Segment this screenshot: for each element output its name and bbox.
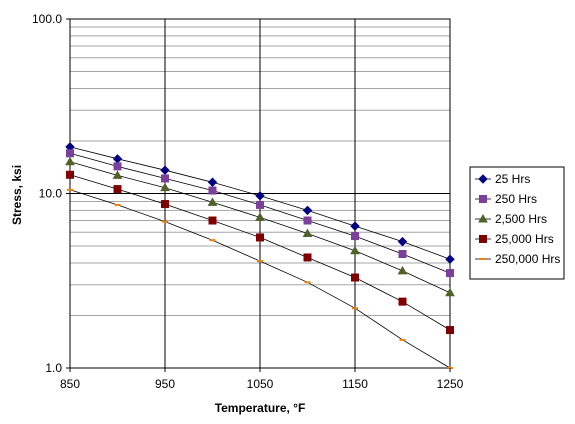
data-point <box>397 265 408 275</box>
data-point <box>160 182 170 192</box>
data-point <box>398 250 407 259</box>
series-layer <box>65 142 455 369</box>
x-tick-label: 950 <box>155 377 175 391</box>
data-point <box>112 154 123 164</box>
data-point <box>161 174 169 183</box>
data-point <box>162 220 168 223</box>
data-point <box>114 203 121 206</box>
x-tick-label: 1050 <box>247 377 274 391</box>
data-point <box>161 200 169 209</box>
data-point <box>303 253 312 262</box>
data-point <box>112 170 123 179</box>
data-point <box>113 162 122 171</box>
x-axis-title: Temperature, °F <box>215 401 306 415</box>
data-point <box>302 228 313 237</box>
x-tick-label: 850 <box>60 377 80 391</box>
data-point <box>67 188 73 191</box>
data-point <box>302 205 313 216</box>
legend-item: 25,000 Hrs <box>475 232 554 246</box>
data-point <box>256 233 264 242</box>
data-point <box>208 216 217 225</box>
data-point <box>350 245 360 255</box>
data-point <box>207 197 218 206</box>
legend-box <box>469 166 565 280</box>
data-point <box>207 177 218 187</box>
data-point <box>113 185 122 194</box>
y-tick-label: 10.0 <box>39 187 63 201</box>
legend-label: 25 Hrs <box>495 172 530 186</box>
data-point <box>303 216 312 225</box>
data-point <box>255 212 265 221</box>
y-axis: 1.0 10.0 100.0 <box>32 12 70 375</box>
legend: 25 Hrs 250 Hrs 2,500 Hrs 25,000 Hrs 250,000 … <box>469 166 565 280</box>
data-point <box>445 287 455 297</box>
legend-item: 25 Hrs <box>475 172 530 186</box>
data-point <box>478 213 488 223</box>
data-point <box>480 258 486 260</box>
legend-label: 250 Hrs <box>495 192 537 206</box>
data-point <box>66 170 74 179</box>
legend-item: 250,000 Hrs <box>475 252 560 266</box>
legend-label: 250,000 Hrs <box>495 252 560 266</box>
data-point <box>257 260 263 263</box>
series-2 <box>66 149 454 278</box>
x-axis: 850 950 1050 1150 1250 <box>60 368 464 391</box>
data-point <box>397 236 408 247</box>
y-tick-label: 1.0 <box>45 361 62 375</box>
data-point <box>446 326 454 335</box>
legend-label: 2,500 Hrs <box>495 212 547 226</box>
data-point <box>479 235 487 243</box>
legend-label: 25,000 Hrs <box>495 232 554 246</box>
data-point <box>66 149 74 158</box>
data-point <box>351 232 359 241</box>
data-point <box>209 239 216 242</box>
data-point <box>65 156 75 166</box>
data-point <box>160 165 170 175</box>
y-tick-label: 100.0 <box>32 12 62 26</box>
data-point <box>208 186 217 195</box>
x-tick-label: 1150 <box>342 377 368 391</box>
series-4 <box>66 170 454 335</box>
x-tick-label: 1250 <box>437 377 464 391</box>
legend-item: 2,500 Hrs <box>475 212 547 226</box>
data-point <box>304 281 311 284</box>
data-point <box>350 221 360 231</box>
data-point <box>256 200 264 209</box>
data-point <box>446 269 454 278</box>
data-point <box>478 174 488 184</box>
data-point <box>352 307 358 310</box>
series-3 <box>65 156 455 297</box>
data-point <box>351 273 359 282</box>
data-point <box>479 195 487 203</box>
data-point <box>398 297 407 306</box>
legend-item: 250 Hrs <box>475 192 537 206</box>
data-point <box>255 191 265 201</box>
data-point <box>399 338 406 341</box>
data-point <box>445 254 455 264</box>
y-axis-title: Stress, ksi <box>10 165 24 225</box>
